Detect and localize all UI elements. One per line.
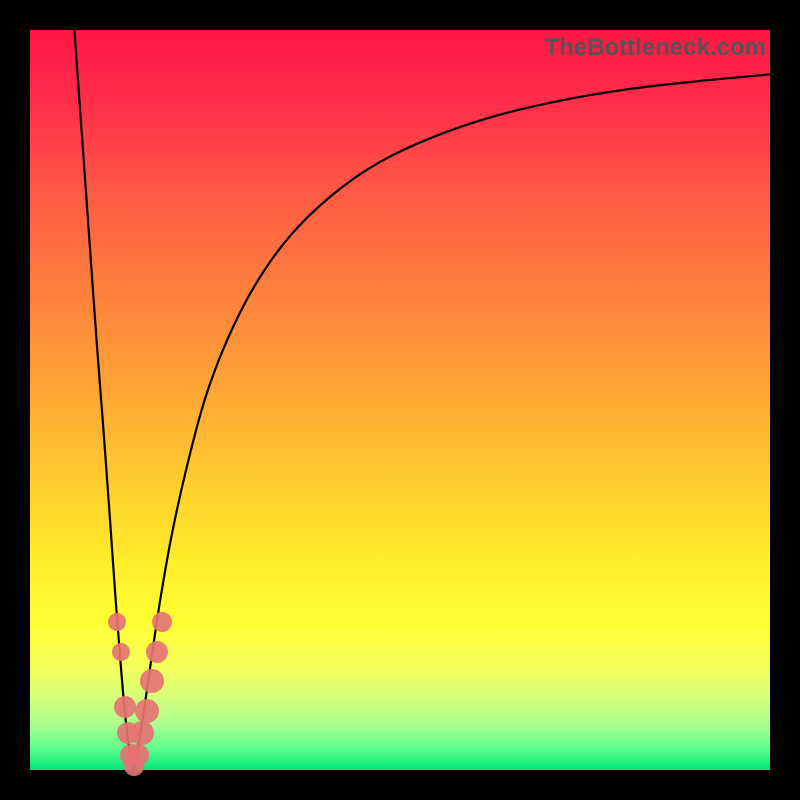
chart-frame: TheBottleneck.com	[0, 0, 800, 800]
curve-layer	[30, 30, 770, 770]
curve-left-branch	[74, 30, 133, 770]
curve-right-branch	[134, 74, 770, 770]
plot-area: TheBottleneck.com	[30, 30, 770, 770]
